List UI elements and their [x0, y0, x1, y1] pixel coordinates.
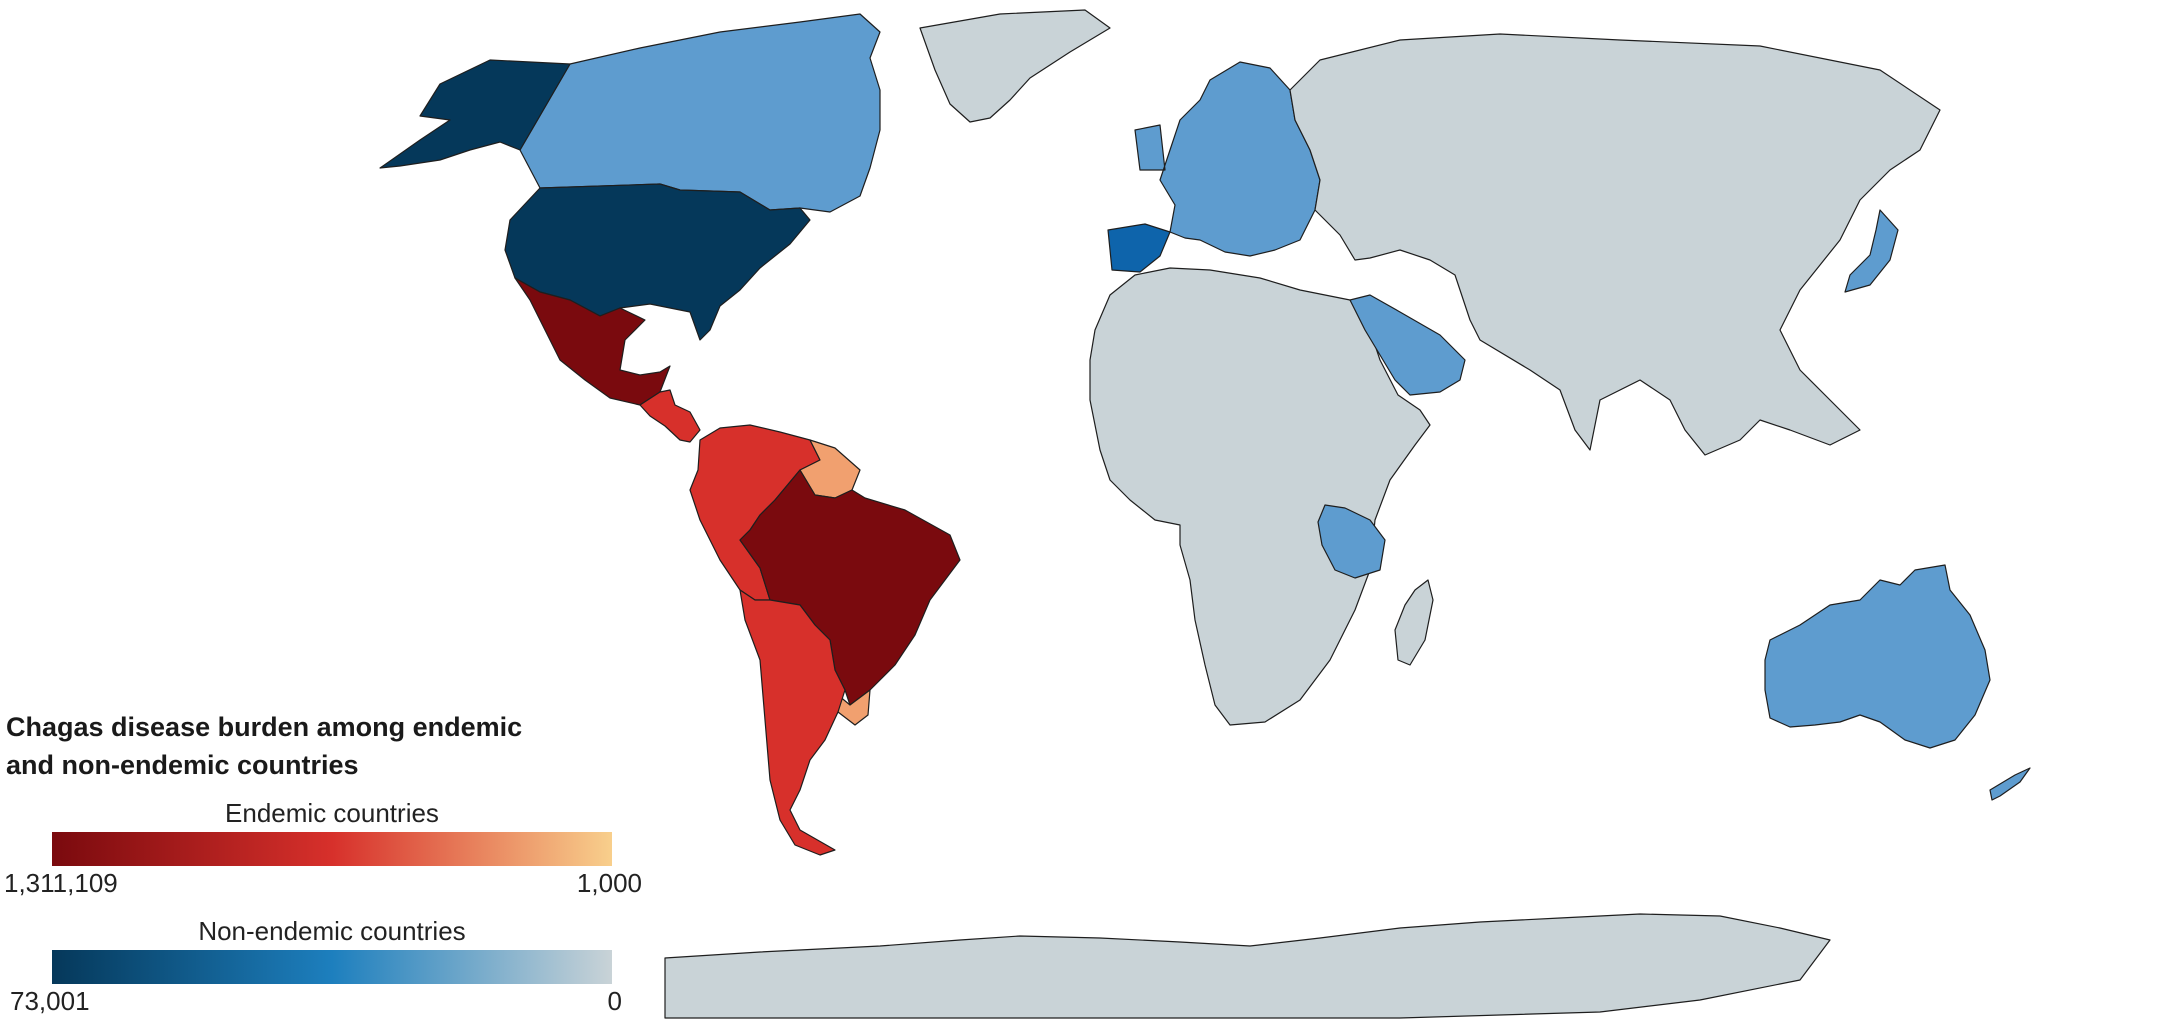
map-title-line-1: Chagas disease burden among endemic [6, 712, 523, 742]
region-mexico [514, 277, 671, 406]
legend-nonendemic-min-label: 0 [607, 986, 622, 1016]
legend-endemic-max-label: 1,311,109 [4, 868, 118, 898]
region-southern-south-america [739, 589, 846, 856]
region-canada [519, 13, 881, 213]
region-saudi-arabia [1349, 294, 1466, 396]
region-spain [1107, 223, 1171, 273]
region-alaska [379, 59, 571, 169]
legend-endemic-min-label: 1,000 [576, 868, 642, 898]
region-new-zealand [1989, 767, 2031, 801]
map-title-line-2: and non-endemic countries [6, 750, 359, 780]
legend-endemic-label: Endemic countries [225, 798, 439, 828]
legend-endemic-color-bar [52, 832, 612, 866]
region-greenland [919, 9, 1111, 123]
region-africa [1089, 267, 1431, 726]
region-australia [1764, 564, 1991, 749]
legend-nonendemic-max-label: 73,001 [10, 986, 90, 1016]
region-central-america [639, 389, 701, 443]
region-russia-asia [1289, 33, 1941, 456]
region-madagascar [1394, 579, 1434, 666]
map-title: Chagas disease burden among endemic and … [6, 708, 566, 784]
region-tanzania [1317, 504, 1386, 579]
legend-nonendemic-label: Non-endemic countries [198, 916, 466, 946]
region-antarctica [664, 913, 1831, 1019]
legend-nonendemic-color-bar [52, 950, 612, 984]
region-japan [1844, 209, 1899, 293]
